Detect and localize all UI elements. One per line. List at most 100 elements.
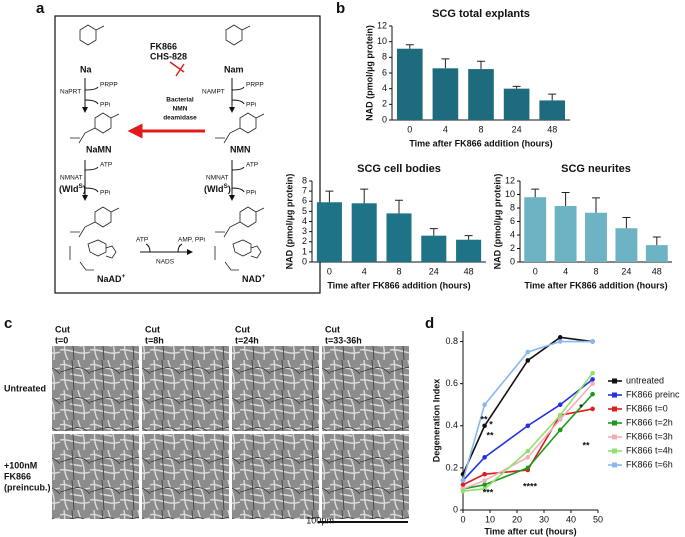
molecule [214, 206, 265, 271]
error-bar [405, 44, 414, 49]
column-header: Cut [235, 324, 250, 334]
x-axis-label: Time after FK866 addition (hours) [409, 138, 552, 148]
data-point [557, 427, 563, 433]
scale-bar-label: 100µm [306, 515, 334, 525]
inhibitor: FK866 [150, 41, 177, 51]
data-point [482, 402, 487, 408]
legend-marker [612, 462, 617, 468]
data-point [590, 339, 595, 344]
data-point [557, 335, 563, 340]
bar [386, 213, 412, 262]
enzyme: (WldS) [204, 183, 231, 195]
data-point [590, 391, 595, 397]
panel-label: d [425, 315, 434, 332]
y-tick-label: 0 [510, 256, 515, 266]
x-tick-label: 24 [621, 266, 631, 276]
legend-marker [612, 378, 617, 384]
y-tick-label: 0.4 [445, 420, 458, 430]
data-point [525, 455, 531, 460]
bar [316, 202, 342, 262]
column-header: t=0 [55, 335, 68, 345]
x-tick-label: 4 [443, 124, 448, 134]
x-tick-label: 8 [396, 266, 401, 276]
x-tick-label: 50 [593, 514, 603, 524]
x-tick-label: 8 [478, 124, 483, 134]
enzyme: NaPRT [60, 89, 81, 96]
data-point [590, 381, 595, 386]
y-tick-label: 3 [302, 226, 307, 236]
charge: + [122, 273, 126, 280]
enzyme: NMNAT [60, 175, 83, 182]
x-tick-label: 0 [533, 266, 538, 276]
metabolite-part: NaAD [97, 274, 122, 284]
legend-marker [612, 434, 617, 440]
error-bar [531, 188, 540, 198]
x-tick-label: 0 [327, 266, 332, 276]
column-header: Cut [325, 324, 340, 334]
chart-title: SCG total explants [432, 8, 530, 20]
x-tick-label: 40 [566, 514, 576, 524]
y-tick-label: 1 [302, 246, 307, 256]
panel-label: b [336, 0, 345, 17]
significance-mark: **** [523, 481, 538, 491]
y-tick-label: 8 [302, 175, 307, 185]
y-tick-label: 0 [382, 114, 387, 124]
significance-mark: ** [480, 414, 488, 424]
row-label: +100nM [4, 460, 37, 470]
cofactor: AMP, PPi [178, 237, 205, 244]
metabolite: Nam [224, 64, 244, 74]
error-bar [395, 199, 403, 214]
chart-title: SCG neurites [561, 163, 631, 175]
error-bar [325, 190, 334, 203]
data-point [590, 406, 595, 412]
significance-mark: * [579, 402, 583, 412]
inhibition-mark [169, 61, 185, 77]
y-tick-label: 6 [302, 196, 307, 206]
metabolite: Na [80, 64, 92, 74]
column-header: Cut [55, 324, 70, 334]
enzyme: deamidase [163, 115, 197, 122]
y-tick-label: 10 [505, 189, 515, 199]
data-point [557, 417, 563, 422]
micrograph [52, 346, 139, 431]
bar [456, 239, 482, 262]
cofactor: PPi [100, 102, 110, 109]
enzyme-part: ) [228, 184, 231, 194]
cofactor: PPi [246, 190, 256, 197]
x-tick-label: 4 [362, 266, 367, 276]
enzyme: (WldS) [59, 183, 86, 195]
legend-label: FK866 t=2h [626, 417, 673, 427]
significance-mark: ** [486, 430, 494, 440]
metabolite: NMN [230, 144, 251, 154]
bar [351, 203, 377, 262]
bar [503, 88, 530, 120]
micrograph [322, 346, 409, 431]
cofactor-arrow [231, 86, 245, 105]
micrograph [142, 434, 229, 519]
x-tick-label: 30 [539, 514, 549, 524]
x-tick-label: 10 [485, 514, 495, 524]
data-point [525, 349, 531, 355]
data-point [460, 488, 466, 494]
molecule [70, 112, 120, 144]
y-tick-label: 4 [302, 216, 307, 226]
cofactor: ATP [100, 162, 112, 169]
x-tick-label: 4 [563, 266, 568, 276]
significance-mark: * [489, 419, 493, 429]
molecule [215, 112, 265, 144]
metabolite: NaMN [86, 144, 112, 154]
x-tick-label: 0 [407, 124, 412, 134]
micrograph [322, 434, 409, 519]
molecule [225, 24, 251, 46]
y-tick-label: 0.2 [445, 462, 458, 472]
cofactor: PPi [100, 190, 110, 197]
y-axis-label: NAD (pmol/µg protein) [284, 174, 294, 270]
data-point [590, 370, 595, 376]
cofactor-arrow [231, 166, 245, 193]
y-tick-label: 2 [382, 99, 387, 109]
error-bar [622, 216, 631, 229]
y-tick-label: 8 [510, 202, 515, 212]
error-bar [360, 188, 369, 204]
